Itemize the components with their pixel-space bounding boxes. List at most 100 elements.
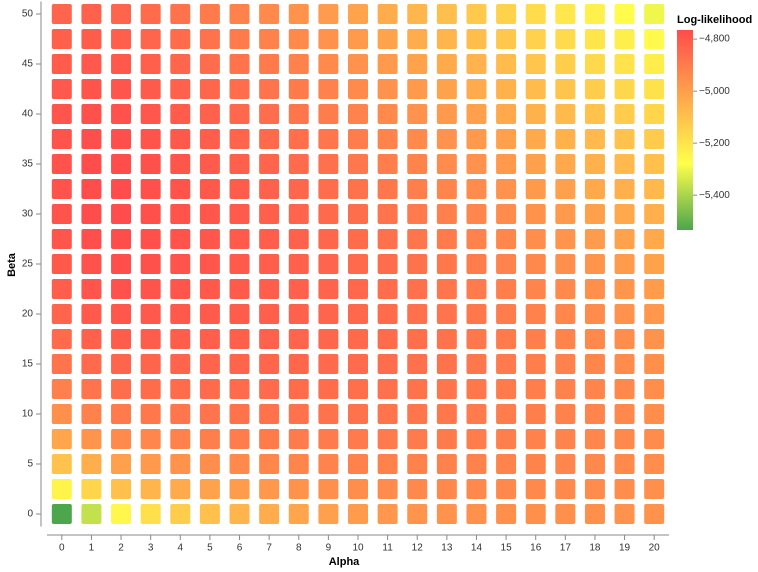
heatmap-cell — [525, 454, 546, 474]
heatmap-cell — [407, 79, 428, 99]
heatmap-cell — [199, 29, 220, 49]
heatmap-cell — [466, 104, 487, 124]
heatmap-cell — [318, 429, 339, 449]
heatmap-cell — [466, 29, 487, 49]
x-tick-label: 15 — [501, 543, 513, 554]
heatmap-cell — [318, 229, 339, 249]
heatmap-cell — [525, 54, 546, 74]
x-tick-label: 5 — [207, 543, 213, 554]
heatmap-cell — [614, 354, 635, 374]
heatmap-cell — [644, 54, 665, 74]
heatmap-cell — [199, 354, 220, 374]
heatmap-cell — [318, 154, 339, 174]
heatmap-cell — [466, 479, 487, 499]
heatmap-cell — [229, 504, 250, 524]
heatmap-cell — [436, 504, 457, 524]
heatmap-cell — [466, 379, 487, 399]
y-tick-label: 5 — [27, 459, 33, 470]
heatmap-cell — [644, 454, 665, 474]
heatmap-cell — [318, 504, 339, 524]
heatmap-cell — [466, 404, 487, 424]
heatmap-cell — [584, 279, 605, 299]
heatmap-cell — [348, 504, 368, 524]
heatmap-cell — [81, 54, 102, 74]
heatmap-cell — [229, 329, 250, 349]
heatmap-cell — [525, 329, 546, 349]
heatmap-cell — [51, 79, 72, 99]
heatmap-cell — [555, 79, 576, 99]
heatmap-cell — [348, 279, 368, 299]
heatmap-cell — [584, 179, 605, 199]
heatmap-cell — [259, 204, 280, 224]
heatmap-cell — [496, 279, 517, 299]
heatmap-cell — [466, 79, 487, 99]
heatmap-cell — [170, 179, 191, 199]
heatmap-cell — [644, 129, 665, 149]
heatmap-cell — [288, 229, 309, 249]
x-tick-label: 10 — [352, 543, 364, 554]
heatmap-cell — [199, 429, 220, 449]
heatmap-cell — [140, 204, 161, 224]
heatmap-cell — [199, 179, 220, 199]
heatmap-cell — [644, 504, 665, 524]
heatmap-cell — [644, 79, 665, 99]
heatmap-cell — [348, 354, 368, 374]
heatmap-cell — [111, 504, 132, 524]
heatmap-cell — [584, 504, 605, 524]
heatmap-cell — [407, 479, 428, 499]
heatmap-cell — [348, 179, 368, 199]
heatmap-cell — [348, 479, 368, 499]
heatmap-cell — [614, 429, 635, 449]
heatmap-cell — [555, 154, 576, 174]
heatmap-cell — [259, 254, 280, 274]
heatmap-cell — [288, 404, 309, 424]
heatmap-cell — [614, 104, 635, 124]
heatmap-cell — [496, 329, 517, 349]
heatmap-cell — [407, 329, 428, 349]
heatmap-cell — [51, 104, 72, 124]
heatmap-cell — [436, 229, 457, 249]
heatmap-cell — [644, 104, 665, 124]
heatmap-cell — [614, 129, 635, 149]
heatmap-cell — [614, 404, 635, 424]
heatmap-cell — [407, 54, 428, 74]
heatmap-cell — [407, 279, 428, 299]
heatmap-cell — [259, 229, 280, 249]
heatmap-cell — [407, 204, 428, 224]
heatmap-cell — [555, 479, 576, 499]
x-tick-label: 12 — [412, 543, 424, 554]
heatmap-cell — [259, 79, 280, 99]
x-tick-label: 18 — [589, 543, 601, 554]
heatmap-cell — [496, 404, 517, 424]
heatmap-cell — [170, 229, 191, 249]
heatmap-cell — [614, 479, 635, 499]
heatmap-cell — [614, 154, 635, 174]
heatmap-cell — [377, 154, 398, 174]
heatmap-cell — [496, 154, 517, 174]
heatmap-cell — [436, 129, 457, 149]
y-tick-label: 30 — [22, 209, 34, 220]
heatmap-cell — [644, 254, 665, 274]
heatmap-cell — [259, 504, 280, 524]
heatmap-cell — [288, 354, 309, 374]
heatmap-cell — [229, 479, 250, 499]
heatmap-cell — [229, 229, 250, 249]
heatmap-cell — [584, 29, 605, 49]
heatmap-cell — [199, 454, 220, 474]
heatmap-cell — [229, 454, 250, 474]
heatmap-cell — [229, 379, 250, 399]
heatmap-cell — [496, 179, 517, 199]
heatmap-cell — [496, 354, 517, 374]
heatmap-cell — [199, 404, 220, 424]
x-tick-label: 16 — [530, 543, 542, 554]
legend-tick-label: −5,200 — [699, 138, 730, 149]
heatmap-cell — [318, 454, 339, 474]
heatmap-cell — [466, 229, 487, 249]
heatmap-cell — [170, 354, 191, 374]
heatmap-cell — [81, 254, 102, 274]
heatmap-cell — [51, 329, 72, 349]
heatmap-cell — [496, 229, 517, 249]
heatmap-cell — [377, 379, 398, 399]
heatmap-cell — [111, 54, 132, 74]
heatmap-cell — [199, 79, 220, 99]
